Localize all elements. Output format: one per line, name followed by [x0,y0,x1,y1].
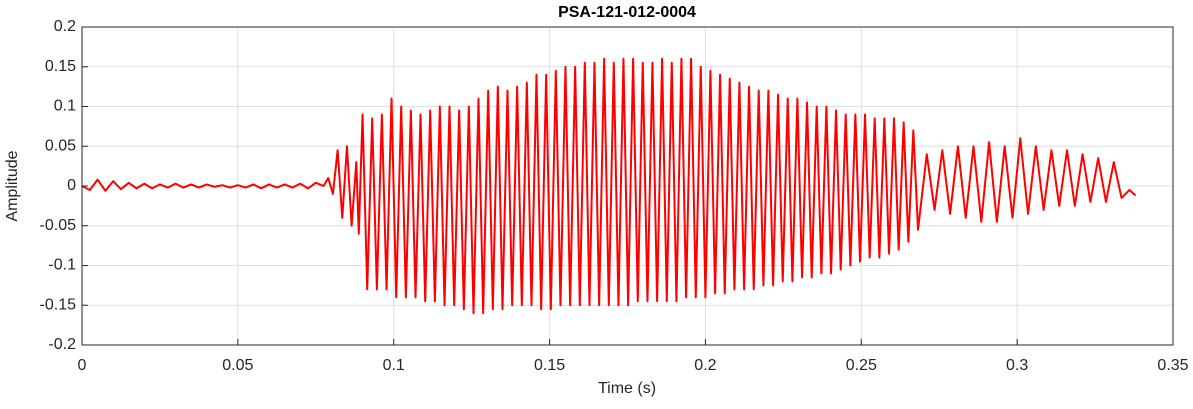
y-tick-label: -0.2 [48,336,76,353]
x-tick-label: 0.15 [534,357,565,374]
x-tick-label: 0.1 [383,357,405,374]
y-tick-label: -0.05 [40,217,77,234]
y-tick-label: 0.1 [54,98,76,115]
x-axis-label: Time (s) [598,380,656,397]
x-tick-label: 0.3 [1006,357,1028,374]
plot-area [81,57,1137,315]
y-tick-label: 0.2 [54,18,76,35]
y-tick-label: 0.05 [45,137,76,154]
chart-title: PSA-121-012-0004 [558,4,696,21]
y-tick-label: -0.1 [48,257,76,274]
y-tick-label: -0.15 [40,296,77,313]
x-tick-label: 0.05 [222,357,253,374]
x-tick-label: 0.2 [694,357,716,374]
y-tick-label: 0.15 [45,58,76,75]
waveform-line [81,57,1137,315]
y-tick-label: 0 [67,177,76,194]
x-tick-label: 0.25 [846,357,877,374]
ticks: 0 0.05 0.1 0.15 0.2 0.25 0.3 0.35 -0.2 -0.15 -0.1 -… [40,18,1189,374]
x-tick-label: 0.35 [1157,357,1188,374]
y-axis-label: Amplitude [4,150,21,221]
x-tick-label: 0 [78,357,87,374]
